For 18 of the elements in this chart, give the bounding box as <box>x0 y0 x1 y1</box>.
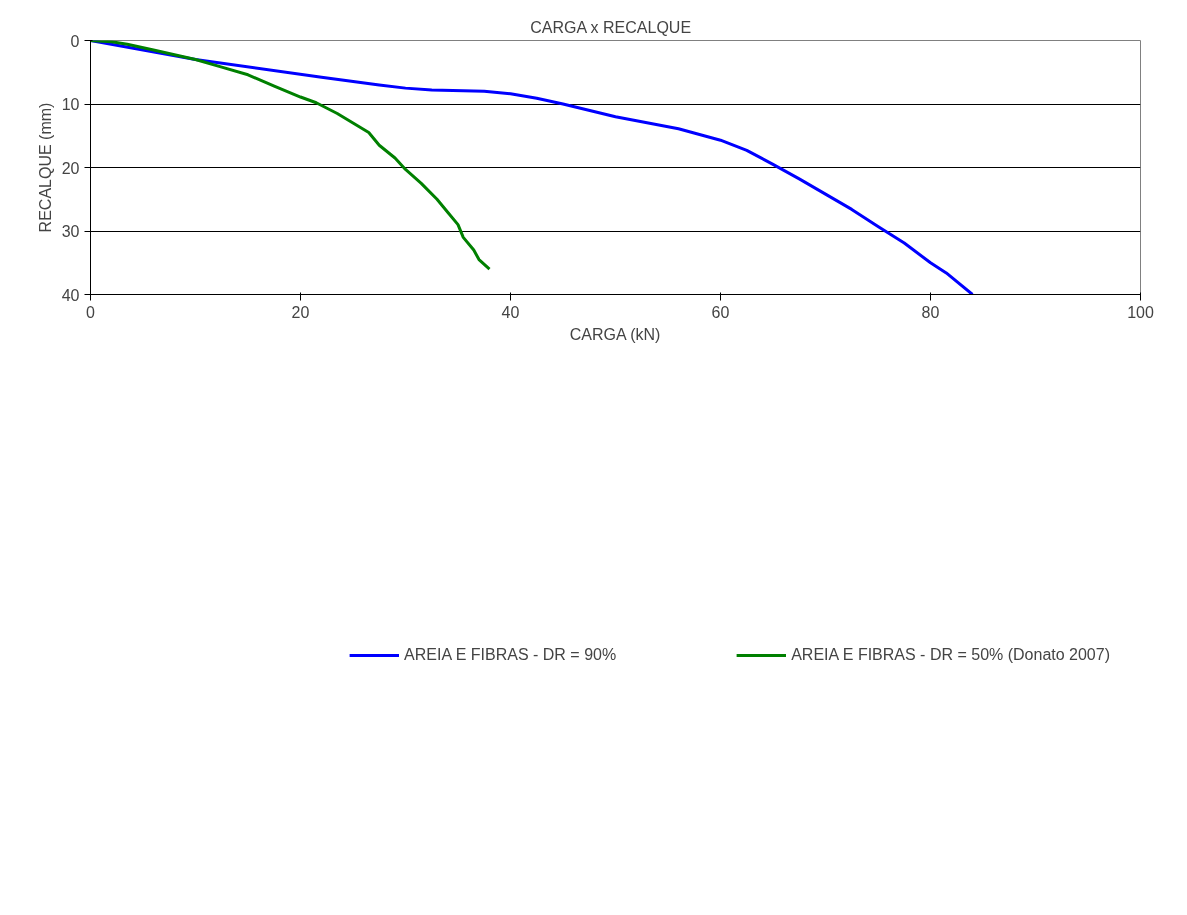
y-tick-label: 40 <box>61 286 80 304</box>
legend-label: AREIA E FIBRAS - DR = 50% (Donato 2007) <box>791 646 1110 664</box>
legend-label: AREIA E FIBRAS - DR = 90% <box>404 646 617 664</box>
chart-title: CARGA x RECALQUE <box>530 18 692 36</box>
y-tick-label: 20 <box>61 159 80 177</box>
x-tick-label: 80 <box>921 303 940 321</box>
y-axis-title: RECALQUE (mm) <box>36 102 54 233</box>
y-tick-label: 30 <box>61 223 80 240</box>
x-tick-label: 100 <box>1127 303 1154 321</box>
y-tick-label: 0 <box>70 32 80 50</box>
x-tick-label: 40 <box>501 303 520 321</box>
x-tick-label: 20 <box>291 303 310 321</box>
x-tick-label: 0 <box>86 303 96 321</box>
line-series <box>90 40 974 295</box>
x-tick-label: 60 <box>711 303 730 321</box>
x-axis-title: CARGA (kN) <box>569 325 661 343</box>
y-tick-label: 10 <box>61 96 80 113</box>
line-series <box>90 40 491 271</box>
